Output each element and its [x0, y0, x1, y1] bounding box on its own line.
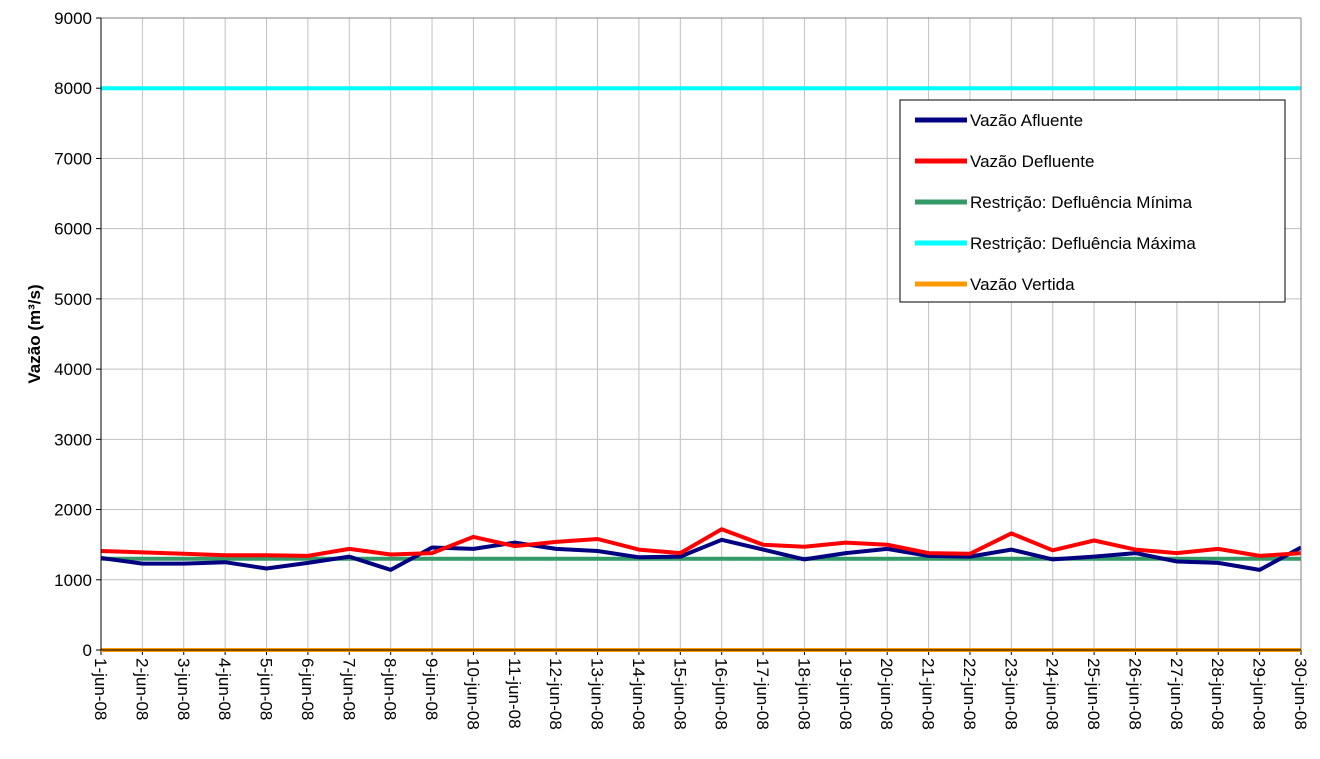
- x-tick-label: 30-jun-08: [1291, 658, 1310, 730]
- y-tick-label: 1000: [54, 571, 92, 590]
- x-tick-label: 14-jun-08: [629, 658, 648, 730]
- x-tick-label: 18-jun-08: [794, 658, 813, 730]
- x-tick-label: 12-jun-08: [546, 658, 565, 730]
- x-tick-label: 13-jun-08: [588, 658, 607, 730]
- x-tick-label: 2-jun-08: [132, 658, 151, 720]
- x-tick-label: 3-jun-08: [174, 658, 193, 720]
- x-tick-label: 8-jun-08: [381, 658, 400, 720]
- legend-label: Vazão Defluente: [970, 152, 1094, 171]
- x-tick-label: 21-jun-08: [919, 658, 938, 730]
- y-axis-ticks: 0 1000 2000 3000 4000 5000 6000 7000 8000 9000: [54, 9, 101, 660]
- legend: Vazão Afluente Vazão Defluente Restrição: …: [899, 99, 1286, 303]
- x-tick-label: 25-jun-08: [1084, 658, 1103, 730]
- y-tick-label: 3000: [54, 430, 92, 449]
- x-tick-label: 23-jun-08: [1001, 658, 1020, 730]
- series-line-0: [100, 537, 1302, 572]
- legend-label: Vazão Afluente: [970, 111, 1083, 130]
- x-tick-label: 29-jun-08: [1250, 658, 1269, 730]
- y-tick-label: 6000: [54, 220, 92, 239]
- x-tick-label: 24-jun-08: [1043, 658, 1062, 730]
- x-tick-label: 15-jun-08: [670, 658, 689, 730]
- x-tick-label: 4-jun-08: [215, 658, 234, 720]
- x-tick-label: 20-jun-08: [877, 658, 896, 730]
- y-tick-label: 5000: [54, 290, 92, 309]
- x-tick-label: 5-jun-08: [257, 658, 276, 720]
- y-tick-label: 9000: [54, 9, 92, 28]
- y-tick-label: 7000: [54, 149, 92, 168]
- x-tick-label: 22-jun-08: [960, 658, 979, 730]
- legend-label: Restrição: Defluência Mínima: [970, 193, 1193, 212]
- y-tick-label: 8000: [54, 79, 92, 98]
- x-tick-label: 16-jun-08: [712, 658, 731, 730]
- x-axis-ticks: 1-jun-08 2-jun-08 3-jun-08 4-jun-08 5-jun-08…: [91, 650, 1310, 730]
- x-tick-label: 19-jun-08: [836, 658, 855, 730]
- legend-label: Vazão Vertida: [970, 275, 1075, 294]
- y-tick-label: 4000: [54, 360, 92, 379]
- x-tick-label: 11-jun-08: [505, 658, 524, 729]
- series-line-1: [100, 527, 1302, 558]
- x-tick-label: 27-jun-08: [1167, 658, 1186, 730]
- x-tick-label: 17-jun-08: [753, 658, 772, 730]
- y-tick-label: 2000: [54, 501, 92, 520]
- y-tick-label: 0: [83, 641, 92, 660]
- legend-label: Restrição: Defluência Máxima: [970, 234, 1196, 253]
- x-tick-label: 6-jun-08: [298, 658, 317, 720]
- x-tick-label: 9-jun-08: [422, 658, 441, 720]
- x-tick-label: 26-jun-08: [1125, 658, 1144, 730]
- x-tick-label: 1-jun-08: [91, 658, 110, 720]
- x-tick-label: 7-jun-08: [339, 658, 358, 720]
- x-tick-label: 28-jun-08: [1208, 658, 1227, 730]
- y-axis-label: Vazão (m³/s): [25, 284, 44, 383]
- x-tick-label: 10-jun-08: [463, 658, 482, 730]
